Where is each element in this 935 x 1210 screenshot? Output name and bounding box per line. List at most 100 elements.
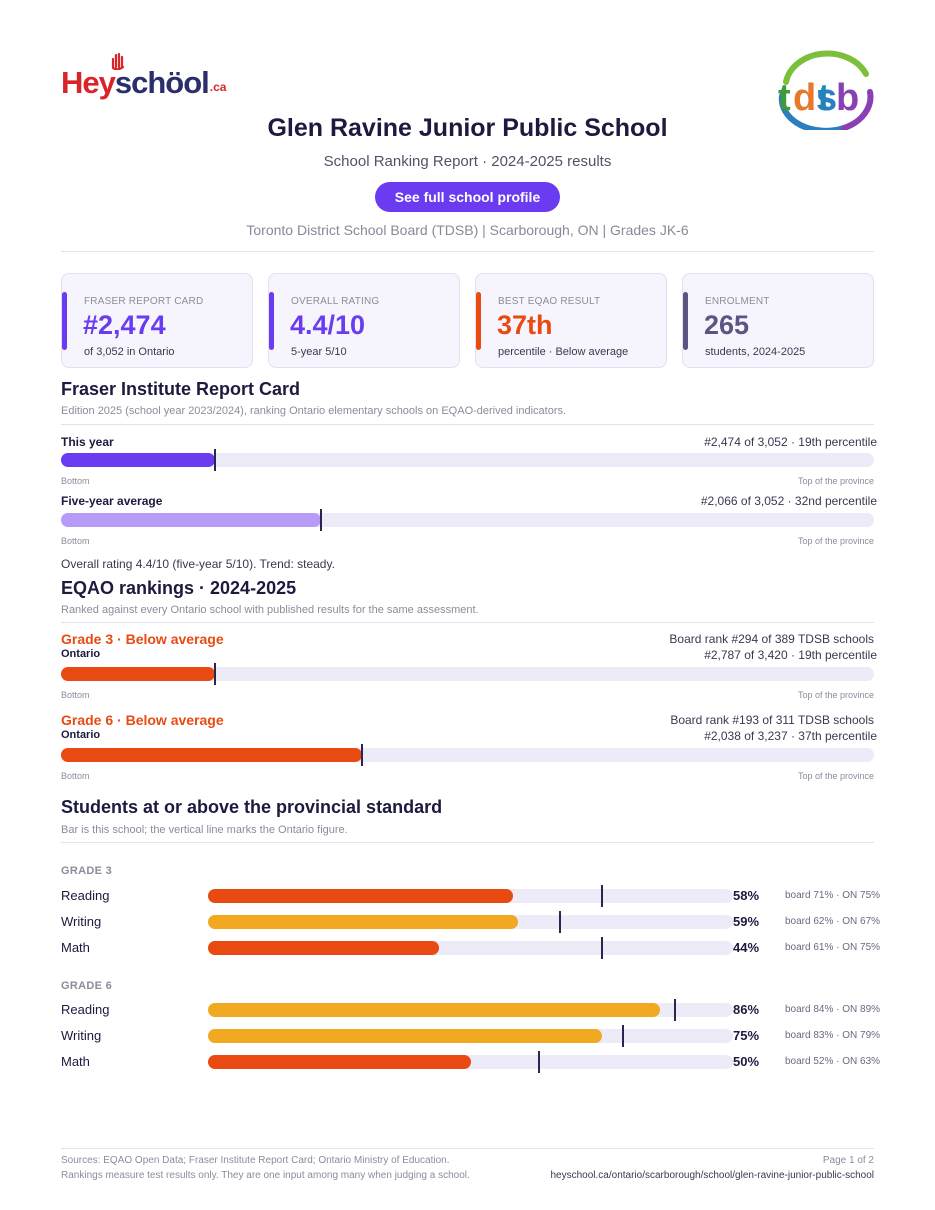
card-value: 37th xyxy=(497,310,553,340)
eqao-row-label: Ontario xyxy=(61,729,101,741)
subject-track xyxy=(208,1051,733,1073)
footer-divider xyxy=(61,1148,874,1149)
percentile-fill xyxy=(61,453,216,467)
eqao-board-rank: Board rank #294 of 389 TDSB schools xyxy=(669,632,874,646)
tdsb-logo: t t d s b xyxy=(778,50,874,130)
percentile-fill xyxy=(61,748,362,762)
card-sub: students, 2024-2025 xyxy=(705,346,806,358)
card-fraser: FRASER REPORT CARD #2,474 of 3,052 in On… xyxy=(61,273,253,368)
school-result-bar xyxy=(208,915,518,929)
eqao-row-label: Ontario xyxy=(61,648,101,660)
fraser-divider xyxy=(61,424,874,425)
students-note: Bar is this school; the vertical line ma… xyxy=(61,824,348,836)
students-heading: Students at or above the provincial stan… xyxy=(61,797,443,817)
percentile-marker xyxy=(360,744,363,766)
card-accent xyxy=(269,292,274,350)
card-label: FRASER REPORT CARD xyxy=(84,296,204,307)
grade-group-label: GRADE 3 xyxy=(61,865,112,877)
card-value: 265 xyxy=(704,310,750,340)
school-percent: 75% xyxy=(733,1028,760,1043)
axis-bottom-label: Bottom xyxy=(61,536,90,546)
school-meta: Toronto District School Board (TDSB) | S… xyxy=(246,222,689,238)
percentile-marker xyxy=(320,509,323,531)
subject-label: Reading xyxy=(61,888,110,903)
card-value: #2,474 xyxy=(83,310,166,340)
school-percent: 50% xyxy=(733,1054,760,1069)
subject-label: Writing xyxy=(61,914,102,929)
subject-label: Math xyxy=(61,1054,90,1069)
ontario-marker xyxy=(674,999,677,1021)
fraser-summary: Overall rating 4.4/10 (five-year 5/10). … xyxy=(61,557,335,571)
fraser-row-rank: #2,066 of 3,052 · 32nd percentile xyxy=(700,494,877,508)
fraser-row-label: This year xyxy=(61,435,114,449)
grade-group-label: GRADE 6 xyxy=(61,980,112,992)
ontario-marker xyxy=(558,911,561,933)
subject-row: Writing 75% board 83% · ON 79% xyxy=(0,1025,935,1047)
ontario-marker xyxy=(600,885,603,907)
percentile-fill xyxy=(61,513,322,527)
eqao-grade-heading: Grade 3 · Below average xyxy=(61,631,224,647)
card-accent xyxy=(476,292,481,350)
school-percent: 59% xyxy=(733,914,760,929)
card-rating: OVERALL RATING 4.4/10 5-year 5/10 xyxy=(268,273,460,368)
card-sub: of 3,052 in Ontario xyxy=(84,346,175,358)
card-sub: 5-year 5/10 xyxy=(291,346,347,358)
footer-url[interactable]: heyschool.ca/ontario/scarborough/school/… xyxy=(550,1170,874,1181)
see-full-profile-button[interactable]: See full school profile xyxy=(375,182,560,212)
axis-top-label: Top of the province xyxy=(797,476,874,486)
school-percent: 58% xyxy=(733,888,760,903)
comparison-text: board 84% · ON 89% xyxy=(785,1004,881,1015)
axis-top-label: Top of the province xyxy=(797,771,874,781)
card-enrolment: ENROLMENT 265 students, 2024-2025 xyxy=(682,273,874,368)
students-divider xyxy=(61,842,874,843)
subject-row: Reading 86% board 84% · ON 89% xyxy=(0,999,935,1021)
subject-row: Writing 59% board 62% · ON 67% xyxy=(0,911,935,933)
school-percent: 86% xyxy=(733,1002,760,1017)
svg-text:t: t xyxy=(818,77,831,119)
card-label: OVERALL RATING xyxy=(291,296,380,307)
school-result-bar xyxy=(208,1055,471,1069)
eqao-row-rank: #2,787 of 3,420 · 19th percentile xyxy=(704,648,877,662)
card-value: 4.4/10 xyxy=(290,310,366,340)
eqao-grade-heading: Grade 6 · Below average xyxy=(61,712,224,728)
waving-hand-icon xyxy=(111,52,125,70)
school-result-bar xyxy=(208,889,513,903)
subject-track xyxy=(208,937,733,959)
percentile-marker xyxy=(214,663,217,685)
card-accent xyxy=(683,292,688,350)
card-label: BEST EQAO RESULT xyxy=(498,296,601,307)
school-result-bar xyxy=(208,1003,660,1017)
axis-bottom-label: Bottom xyxy=(61,690,90,700)
axis-bottom-label: Bottom xyxy=(61,771,90,781)
fraser-heading: Fraser Institute Report Card xyxy=(61,379,301,399)
eqao-note: Ranked against every Ontario school with… xyxy=(61,604,479,616)
axis-bottom-label: Bottom xyxy=(61,476,90,486)
comparison-text: board 61% · ON 75% xyxy=(785,942,881,953)
subject-row: Math 50% board 52% · ON 63% xyxy=(0,1051,935,1073)
subject-label: Math xyxy=(61,940,90,955)
subject-row: Math 44% board 61% · ON 75% xyxy=(0,937,935,959)
axis-top-label: Top of the province xyxy=(797,536,874,546)
comparison-text: board 52% · ON 63% xyxy=(785,1056,881,1067)
fraser-note: Edition 2025 (school year 2023/2024), ra… xyxy=(61,405,567,417)
subject-track xyxy=(208,1025,733,1047)
ontario-marker xyxy=(621,1025,624,1047)
comparison-text: board 62% · ON 67% xyxy=(785,916,881,927)
svg-text:t: t xyxy=(778,77,791,119)
eqao-row-rank: #2,038 of 3,237 · 37th percentile xyxy=(704,729,877,743)
card-sub: percentile · Below average xyxy=(498,346,629,358)
card-eqao: BEST EQAO RESULT 37th percentile · Below… xyxy=(475,273,667,368)
school-percent: 44% xyxy=(733,940,760,955)
school-result-bar xyxy=(208,941,439,955)
card-accent xyxy=(62,292,67,350)
page-subtitle: School Ranking Report · 2024-2025 result… xyxy=(323,153,612,170)
eqao-heading: EQAO rankings · 2024-2025 xyxy=(61,578,297,598)
subject-track xyxy=(208,999,733,1021)
footer-sources: Sources: EQAO Open Data; Fraser Institut… xyxy=(61,1155,450,1166)
school-result-bar xyxy=(208,1029,602,1043)
ontario-marker xyxy=(600,937,603,959)
percentile-track xyxy=(61,744,874,766)
percentile-track xyxy=(61,449,874,471)
header-divider xyxy=(61,251,874,252)
svg-text:b: b xyxy=(836,77,859,119)
